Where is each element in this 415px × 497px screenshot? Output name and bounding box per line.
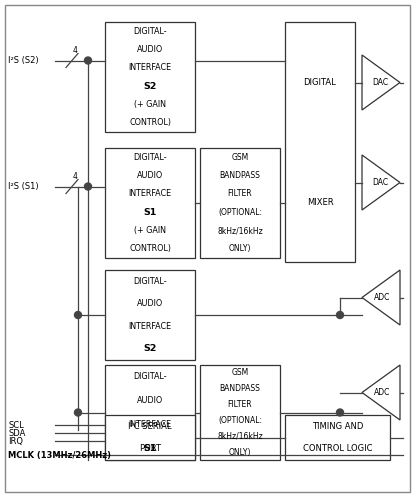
Text: DIGITAL-: DIGITAL- [133, 153, 167, 162]
Text: S2: S2 [143, 82, 157, 90]
Bar [105, 148, 195, 258]
Text: TIMING AND: TIMING AND [312, 422, 363, 431]
Bar [105, 365, 195, 460]
Polygon shape [362, 55, 400, 110]
Text: MIXER: MIXER [307, 197, 333, 206]
Circle shape [75, 409, 81, 416]
Bar [105, 415, 195, 460]
Circle shape [337, 312, 344, 319]
Text: DAC: DAC [372, 78, 388, 87]
Text: AUDIO: AUDIO [137, 396, 163, 405]
Text: DIGITAL-: DIGITAL- [133, 277, 167, 286]
Circle shape [337, 409, 344, 416]
Bar [200, 365, 280, 460]
Bar [105, 270, 195, 360]
Text: FILTER: FILTER [228, 400, 252, 409]
Bar [200, 148, 280, 258]
Text: (OPTIONAL:: (OPTIONAL: [218, 416, 262, 425]
Circle shape [75, 312, 81, 319]
Text: CONTROL LOGIC: CONTROL LOGIC [303, 444, 372, 453]
Text: ONLY): ONLY) [229, 245, 251, 253]
Text: 4: 4 [73, 172, 78, 181]
Text: 8kHz/16kHz: 8kHz/16kHz [217, 226, 263, 235]
Text: ADC: ADC [374, 293, 390, 302]
Circle shape [85, 183, 91, 190]
Text: 8kHz/16kHz: 8kHz/16kHz [217, 432, 263, 441]
Text: S1: S1 [143, 208, 157, 217]
Text: DIGITAL: DIGITAL [304, 78, 337, 86]
Text: I²S (S1): I²S (S1) [8, 182, 39, 191]
Text: IRQ: IRQ [8, 436, 23, 445]
Text: AUDIO: AUDIO [137, 299, 163, 308]
Text: I²S (S2): I²S (S2) [8, 56, 39, 65]
Text: DIGITAL-: DIGITAL- [133, 27, 167, 36]
Text: CONTROL): CONTROL) [129, 245, 171, 253]
Text: BANDPASS: BANDPASS [220, 171, 261, 180]
Text: S2: S2 [143, 344, 157, 353]
Text: 4: 4 [73, 46, 78, 55]
Bar [105, 22, 195, 132]
Text: BANDPASS: BANDPASS [220, 384, 261, 393]
Polygon shape [362, 155, 400, 210]
Bar [285, 22, 355, 262]
Text: (+ GAIN: (+ GAIN [134, 226, 166, 235]
Text: ADC: ADC [374, 388, 390, 397]
Text: ONLY): ONLY) [229, 448, 251, 457]
Text: SDA: SDA [8, 428, 25, 437]
Text: INTERFACE: INTERFACE [128, 420, 171, 429]
Text: MCLK (13MHz/26MHz): MCLK (13MHz/26MHz) [8, 450, 111, 460]
Circle shape [85, 57, 91, 64]
Text: CONTROL): CONTROL) [129, 118, 171, 127]
Text: DIGITAL-: DIGITAL- [133, 372, 167, 381]
Text: INTERFACE: INTERFACE [128, 189, 171, 198]
Text: AUDIO: AUDIO [137, 171, 163, 180]
Text: I²C SERIAL: I²C SERIAL [128, 422, 172, 431]
Polygon shape [362, 365, 400, 420]
Text: (+ GAIN: (+ GAIN [134, 100, 166, 109]
Polygon shape [362, 270, 400, 325]
Text: S1: S1 [143, 444, 157, 453]
Text: PORT: PORT [139, 444, 161, 453]
Bar [285, 415, 390, 460]
Text: INTERFACE: INTERFACE [128, 322, 171, 331]
Text: GSM: GSM [232, 368, 249, 377]
Text: FILTER: FILTER [228, 189, 252, 198]
Text: GSM: GSM [232, 153, 249, 162]
Text: SCL: SCL [8, 420, 24, 429]
Text: DAC: DAC [372, 178, 388, 187]
Text: AUDIO: AUDIO [137, 45, 163, 54]
Text: (OPTIONAL:: (OPTIONAL: [218, 208, 262, 217]
Text: INTERFACE: INTERFACE [128, 63, 171, 73]
